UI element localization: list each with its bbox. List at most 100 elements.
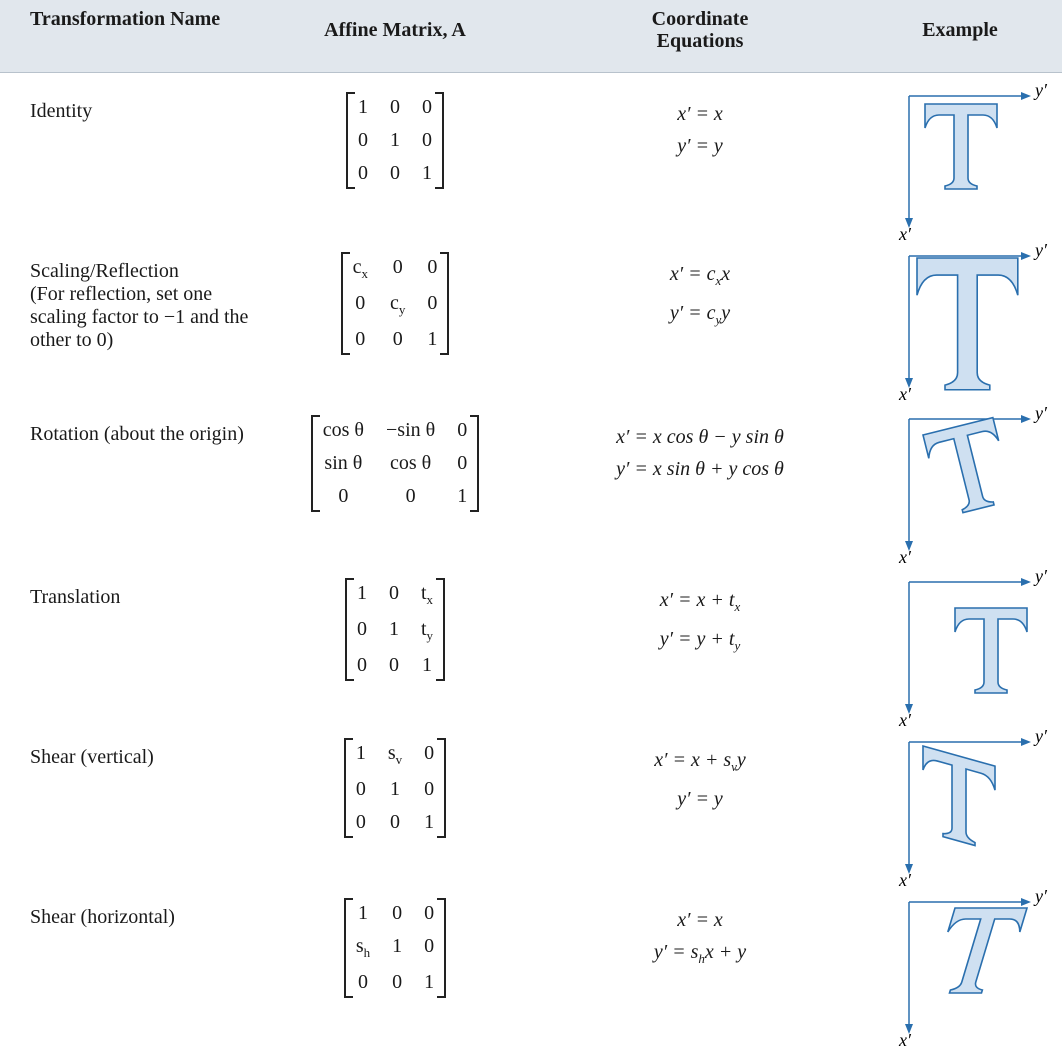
arrow: [905, 218, 913, 228]
arrow: [905, 378, 913, 388]
text: y′ = c: [669, 302, 716, 324]
equation: x′ = x cos θ − y sin θ: [560, 421, 840, 453]
letter-group: [955, 608, 1027, 693]
matrix: 1 0 tx 0 1 ty 0 0 1: [344, 578, 446, 681]
equation: x′ = x: [560, 98, 840, 130]
axis-label: x′: [898, 224, 912, 242]
text: 0: [457, 419, 468, 441]
arrow: [905, 541, 913, 551]
matrix: cx 0 0 0 cy 0 0 0 1: [340, 252, 450, 355]
matrix-entry: 0: [353, 328, 368, 351]
column-header: Example: [922, 19, 998, 41]
text: 1: [457, 485, 468, 507]
arrow: [905, 1024, 913, 1034]
matrix-entry: 0: [389, 582, 399, 608]
text: 0: [427, 292, 438, 314]
text: x′ = x cos θ − y sin θ: [616, 426, 784, 448]
text: 0: [424, 742, 435, 764]
text: 0: [355, 778, 366, 800]
name-text: Identity: [30, 100, 93, 122]
matrix-entry: tx: [421, 582, 433, 608]
equation: y′ = y + ty: [560, 623, 840, 662]
text: y: [721, 302, 731, 324]
matrix: 1 sv 0 0 1 0 0 0 1: [343, 738, 447, 838]
letter-group: [930, 908, 1028, 993]
matrix: cos θ −sin θ 0 sin θ cos θ 0 0 0 1: [310, 415, 480, 512]
table-row: Translation 1 0 tx 0 1 ty 0 0 1 x′ = x + tx y′ = y …: [0, 568, 1062, 738]
text: 1: [355, 742, 366, 764]
example-figure: y′ x′: [898, 568, 1048, 728]
text: y′ = y: [677, 788, 723, 810]
matrix-entry: 1: [356, 742, 366, 768]
text: 1: [427, 328, 438, 350]
axis-label: y′: [1033, 728, 1048, 746]
table-row: Shear (horizontal) 1 0 0 sh 1 0 0 0 1 x′ = x y′ = s…: [0, 888, 1062, 1058]
text: 0: [392, 256, 403, 278]
text: sin θ: [324, 452, 363, 474]
table-row: Identity 1 0 0 0 1 0 0 0 1 x′ = x y′ = y y′ x′: [0, 82, 1062, 252]
name-text: Shear (vertical): [30, 746, 154, 768]
text: 0: [424, 902, 435, 924]
transformation-name: Shear (horizontal): [30, 906, 270, 929]
text: x′ = c: [669, 263, 716, 285]
transformation-name: Translation: [30, 586, 270, 609]
text: y′ = y + t: [659, 628, 735, 650]
matrix-entry: cos θ: [323, 419, 364, 442]
text: cos θ: [322, 419, 365, 441]
text: y′ = x sin θ + y cos θ: [616, 458, 784, 480]
table-row: Rotation (about the origin) cos θ −sin θ 0 s…: [0, 405, 1062, 575]
matrix-entry: 0: [356, 778, 366, 801]
text: 1: [422, 654, 432, 676]
equations: x′ = x cos θ − y sin θ y′ = x sin θ + y c…: [560, 421, 840, 485]
text: 1: [424, 971, 435, 993]
arrow: [1021, 578, 1031, 586]
text: y: [736, 749, 746, 771]
text: 0: [357, 971, 368, 993]
matrix-cell: cx 0 0 0 cy 0 0 0 1: [270, 252, 520, 355]
text: 0: [356, 618, 367, 640]
example-figure: y′ x′: [898, 728, 1048, 888]
matrix-entry: 0: [357, 654, 367, 677]
text: 0: [427, 256, 438, 278]
equations: x′ = x + tx y′ = y + ty: [560, 584, 840, 662]
equations: x′ = x y′ = y: [560, 98, 840, 162]
matrix-entry: 0: [390, 162, 400, 185]
equations: x′ = x y′ = shx + y: [560, 904, 840, 975]
example-figure: y′ x′: [898, 242, 1048, 402]
arrow: [1021, 415, 1031, 423]
example-figure: y′ x′: [898, 82, 1048, 242]
letter-t: [923, 746, 995, 851]
text: 0: [457, 452, 468, 474]
matrix-entry: 1: [389, 618, 399, 644]
matrix-entry: 0: [390, 256, 405, 282]
matrix-entry: 0: [422, 129, 432, 152]
text: s: [387, 742, 396, 764]
text: 1: [388, 618, 399, 640]
text: 0: [338, 485, 349, 507]
table-row: Scaling/Reflection (For reflection, set o…: [0, 242, 1062, 412]
matrix-entry: cy: [390, 292, 405, 318]
matrix: 1 0 0 sh 1 0 0 0 1: [343, 898, 447, 998]
axis-label: x′: [898, 870, 912, 888]
text: y′ = s: [653, 941, 699, 963]
text: −sin θ: [386, 419, 436, 441]
text: 0: [422, 96, 432, 118]
matrix-entry: 1: [358, 96, 368, 119]
equation: x′ = cxx: [560, 258, 840, 297]
letter-group: [923, 746, 995, 851]
subscript: x: [715, 273, 722, 288]
text: 0: [355, 292, 366, 314]
equation: y′ = y: [560, 130, 840, 162]
text: c: [390, 292, 399, 314]
matrix-entry: 0: [389, 654, 399, 677]
matrix-entry: 0: [388, 811, 402, 834]
name-text: Translation: [30, 586, 121, 608]
equation: x′ = x + tx: [560, 584, 840, 623]
name-text: Scaling/Reflection: [30, 260, 179, 282]
matrix-entry: 0: [358, 129, 368, 152]
matrix-entry: 0: [390, 328, 405, 351]
text: 0: [390, 162, 400, 184]
text: 1: [390, 129, 400, 151]
text: 1: [389, 778, 400, 800]
